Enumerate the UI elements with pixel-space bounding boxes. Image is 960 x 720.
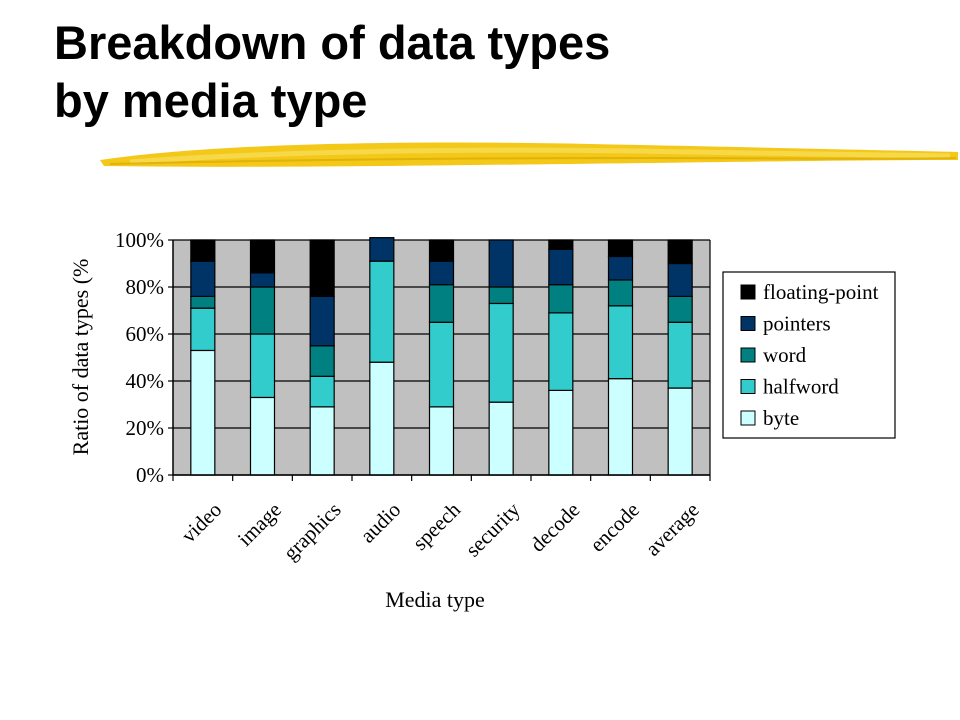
y-axis-title: Ratio of data types (% <box>68 259 93 456</box>
bar-segment-halfword <box>667 321 693 389</box>
slide-title: Breakdown of data types by media type <box>54 14 914 130</box>
bar-segment-byte <box>428 406 455 476</box>
bar-segment-halfword <box>428 321 455 408</box>
x-tick-label: speech <box>408 497 466 555</box>
bar-segment-word <box>488 286 514 305</box>
y-tick-label: 20% <box>126 416 165 440</box>
bar-segment-pointers <box>190 260 216 297</box>
bar-segment-halfword <box>488 302 514 403</box>
bar-segment-pointers <box>428 260 455 286</box>
bar-segment-byte <box>249 396 276 476</box>
bar-segment-byte <box>190 349 216 476</box>
bar-segment-byte <box>548 389 574 476</box>
bar-segment-pointers <box>548 248 574 286</box>
bar-segment-word <box>667 295 693 323</box>
legend-label-word: word <box>763 343 807 367</box>
bar-segment-word <box>249 286 276 335</box>
y-tick-label: 60% <box>126 322 165 346</box>
legend-label-halfword: halfword <box>763 375 839 399</box>
y-tick-label: 100% <box>115 228 164 252</box>
bar-segment-halfword <box>369 260 395 363</box>
slide-title-line-2: by media type <box>54 74 368 127</box>
bar-segment-pointers <box>488 239 514 288</box>
bar-segment-floating-point <box>667 239 693 265</box>
bar-segment-floating-point <box>309 239 335 298</box>
bar-segment-pointers <box>667 262 693 298</box>
y-tick-label: 0% <box>136 463 164 487</box>
x-tick-label: audio <box>355 498 405 548</box>
y-tick-label: 80% <box>126 275 165 299</box>
x-tick-label: video <box>176 498 226 548</box>
legend-swatch-byte <box>740 410 756 426</box>
bar-segment-pointers <box>369 237 395 262</box>
bar-segment-floating-point <box>249 239 276 274</box>
legend-swatch-pointers <box>740 316 756 331</box>
bar-segment-byte <box>607 378 634 476</box>
bar-segment-floating-point <box>607 239 634 258</box>
bar-segment-byte <box>667 387 693 476</box>
bar-segment-pointers <box>607 255 634 281</box>
x-tick-label: average <box>641 498 704 561</box>
bar-segment-pointers <box>309 295 335 347</box>
bars <box>190 237 693 476</box>
bar-segment-halfword <box>190 307 216 352</box>
bar-segment-byte <box>369 361 395 476</box>
bar-segment-pointers <box>249 272 276 288</box>
legend-label-floating-point: floating-point <box>763 280 879 304</box>
x-tick-label: graphics <box>278 498 345 565</box>
x-tick-label: encode <box>585 498 644 557</box>
bar-segment-word <box>607 279 634 307</box>
y-tick-labels: 0% 20% 40% 60% 80% 100% <box>115 228 173 487</box>
legend-swatch-word <box>740 347 756 363</box>
slide-title-line-1: Breakdown of data types <box>54 16 611 69</box>
bar-segment-floating-point <box>428 239 455 262</box>
bar-segment-halfword <box>548 312 574 392</box>
y-tick-label: 40% <box>126 369 165 393</box>
bar-segment-word <box>548 284 574 314</box>
bar-segment-halfword <box>607 305 634 380</box>
x-axis-title: Media type <box>385 587 485 612</box>
legend-swatch-halfword <box>740 379 756 394</box>
yellow-swoosh-decoration <box>100 142 958 167</box>
bar-segment-floating-point <box>548 239 574 250</box>
legend-label-pointers: pointers <box>763 312 831 336</box>
bar-segment-word <box>190 295 216 309</box>
x-tick-label: security <box>461 497 525 561</box>
legend-swatch-floating-point <box>740 284 756 300</box>
x-tick-label: image <box>233 498 286 551</box>
legend: floating-point pointers word halfword byte <box>722 271 896 439</box>
bar-segment-byte <box>488 401 514 476</box>
bar-segment-byte <box>309 406 335 476</box>
bar-segment-halfword <box>249 333 276 399</box>
bar-segment-word <box>428 284 455 323</box>
x-tick-label: decode <box>525 498 584 557</box>
legend-label-byte: byte <box>763 406 799 430</box>
bar-segment-floating-point <box>190 239 216 262</box>
bar-segment-word <box>309 345 335 377</box>
bar-segment-halfword <box>309 375 335 408</box>
